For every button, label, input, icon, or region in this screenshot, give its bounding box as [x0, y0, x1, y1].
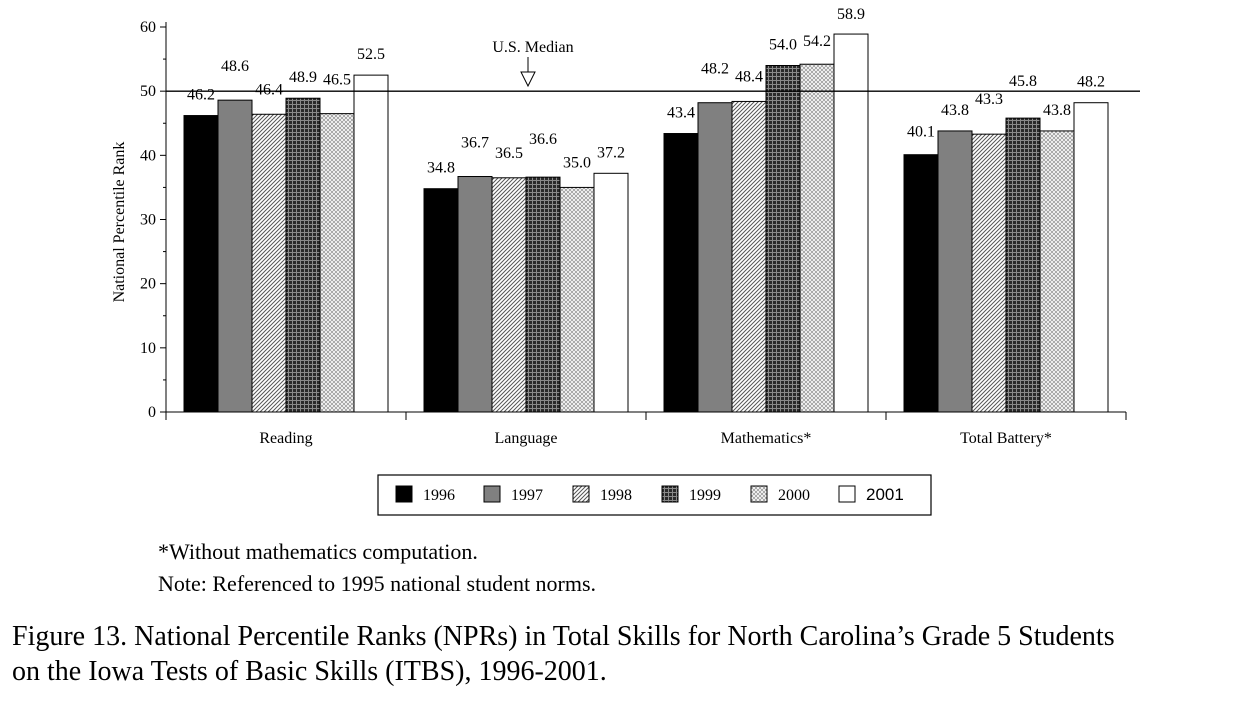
bar	[697, 102, 733, 413]
bar	[1073, 102, 1109, 413]
bar	[971, 133, 1007, 413]
bar	[285, 97, 321, 413]
y-tick-label: 40	[140, 147, 156, 164]
figure-caption-line-2: on the Iowa Tests of Basic Skills (ITBS)…	[12, 656, 607, 687]
legend-swatch	[395, 485, 413, 503]
bar	[251, 113, 287, 413]
bar-value-label: 54.2	[803, 33, 831, 50]
bar-value-label: 46.2	[187, 87, 215, 104]
legend-label: 1998	[600, 487, 632, 504]
bar-value-label: 48.9	[289, 69, 317, 86]
footnote-computation: *Without mathematics computation.	[158, 539, 478, 564]
bar-labels: 46.2 48.6 46.4 48.9 46.5 52.5 34.8 36.7 36.5 36.6…	[187, 6, 1105, 177]
bar	[217, 99, 253, 413]
x-tick-label: Language	[494, 430, 557, 447]
bar-value-label: 37.2	[597, 144, 625, 161]
legend-label: 1999	[689, 487, 721, 504]
bar	[183, 115, 219, 413]
legend-swatch	[750, 485, 768, 503]
bar	[903, 154, 939, 413]
bar-value-label: 36.6	[529, 131, 557, 148]
bar-value-label: 43.8	[941, 102, 969, 119]
bar-value-label: 48.6	[221, 58, 249, 75]
bar	[593, 172, 629, 413]
bar	[525, 176, 561, 413]
bar	[937, 130, 973, 413]
bar	[731, 100, 767, 413]
y-tick-label: 30	[140, 212, 156, 229]
footnote-norms: Note: Referenced to 1995 national studen…	[158, 571, 597, 596]
legend-label: 1997	[511, 487, 543, 504]
bar-value-label: 54.0	[769, 37, 797, 54]
bar	[799, 63, 835, 413]
bar-value-label: 36.5	[495, 145, 523, 162]
bar	[353, 74, 389, 413]
bar-value-label: 35.0	[563, 154, 591, 171]
x-tick-label: Total Battery*	[960, 430, 1052, 447]
legend-swatch	[483, 485, 501, 503]
bar-value-label: 43.8	[1043, 102, 1071, 119]
bar	[1039, 130, 1075, 413]
y-tick-label: 0	[148, 404, 156, 421]
bar-value-label: 43.4	[667, 105, 695, 122]
y-tick-label: 20	[140, 276, 156, 293]
bar-value-label: 45.8	[1009, 73, 1037, 90]
legend-label: 1996	[423, 487, 455, 504]
bar	[833, 33, 869, 413]
bar	[663, 133, 699, 413]
legend-swatch	[838, 485, 856, 503]
bar	[1005, 117, 1041, 413]
bar	[423, 188, 459, 413]
bar-value-label: 48.2	[701, 61, 729, 78]
bar-chart: 0 10 20 30 40 50 60 Reading Language Mathematics…	[111, 6, 1140, 516]
y-axis-label: National Percentile Rank	[111, 142, 128, 303]
bar-value-label: 43.3	[975, 91, 1003, 108]
x-axis: Reading Language Mathematics* Total Battery…	[165, 411, 1127, 447]
bar	[765, 65, 801, 413]
bar	[559, 186, 595, 413]
bar-value-label: 48.2	[1077, 74, 1105, 91]
bar-value-label: 40.1	[907, 124, 935, 141]
bar-value-label: 52.5	[357, 46, 385, 63]
bar-value-label: 36.7	[461, 135, 489, 152]
y-tick-label: 50	[140, 83, 156, 100]
bar	[491, 177, 527, 413]
us-median-label: U.S. Median	[492, 39, 573, 56]
legend-swatch	[661, 485, 679, 503]
bar-value-label: 48.4	[735, 68, 763, 85]
legend-label: 2001	[866, 485, 904, 504]
x-tick-label: Reading	[259, 430, 312, 447]
y-tick-label: 10	[140, 340, 156, 357]
legend-swatch	[572, 485, 590, 503]
legend-label: 2000	[778, 487, 810, 504]
us-median-reference: U.S. Median	[166, 39, 1140, 92]
y-axis: 0 10 20 30 40 50 60	[140, 19, 167, 421]
bar-value-label: 34.8	[427, 160, 455, 177]
x-tick-label: Mathematics*	[721, 430, 812, 447]
figure-caption-line-1: Figure 13. National Percentile Ranks (NP…	[12, 621, 1115, 652]
bar	[457, 176, 493, 413]
bar-value-label: 46.4	[255, 81, 283, 98]
bar	[319, 113, 355, 413]
bars	[183, 33, 1109, 413]
us-median-arrow-head	[520, 71, 536, 88]
bar-value-label: 58.9	[837, 6, 865, 23]
y-tick-label: 60	[140, 19, 156, 36]
legend: 1996 1997 1998 1999 2000 2001	[377, 474, 932, 516]
bar-value-label: 46.5	[323, 72, 351, 89]
